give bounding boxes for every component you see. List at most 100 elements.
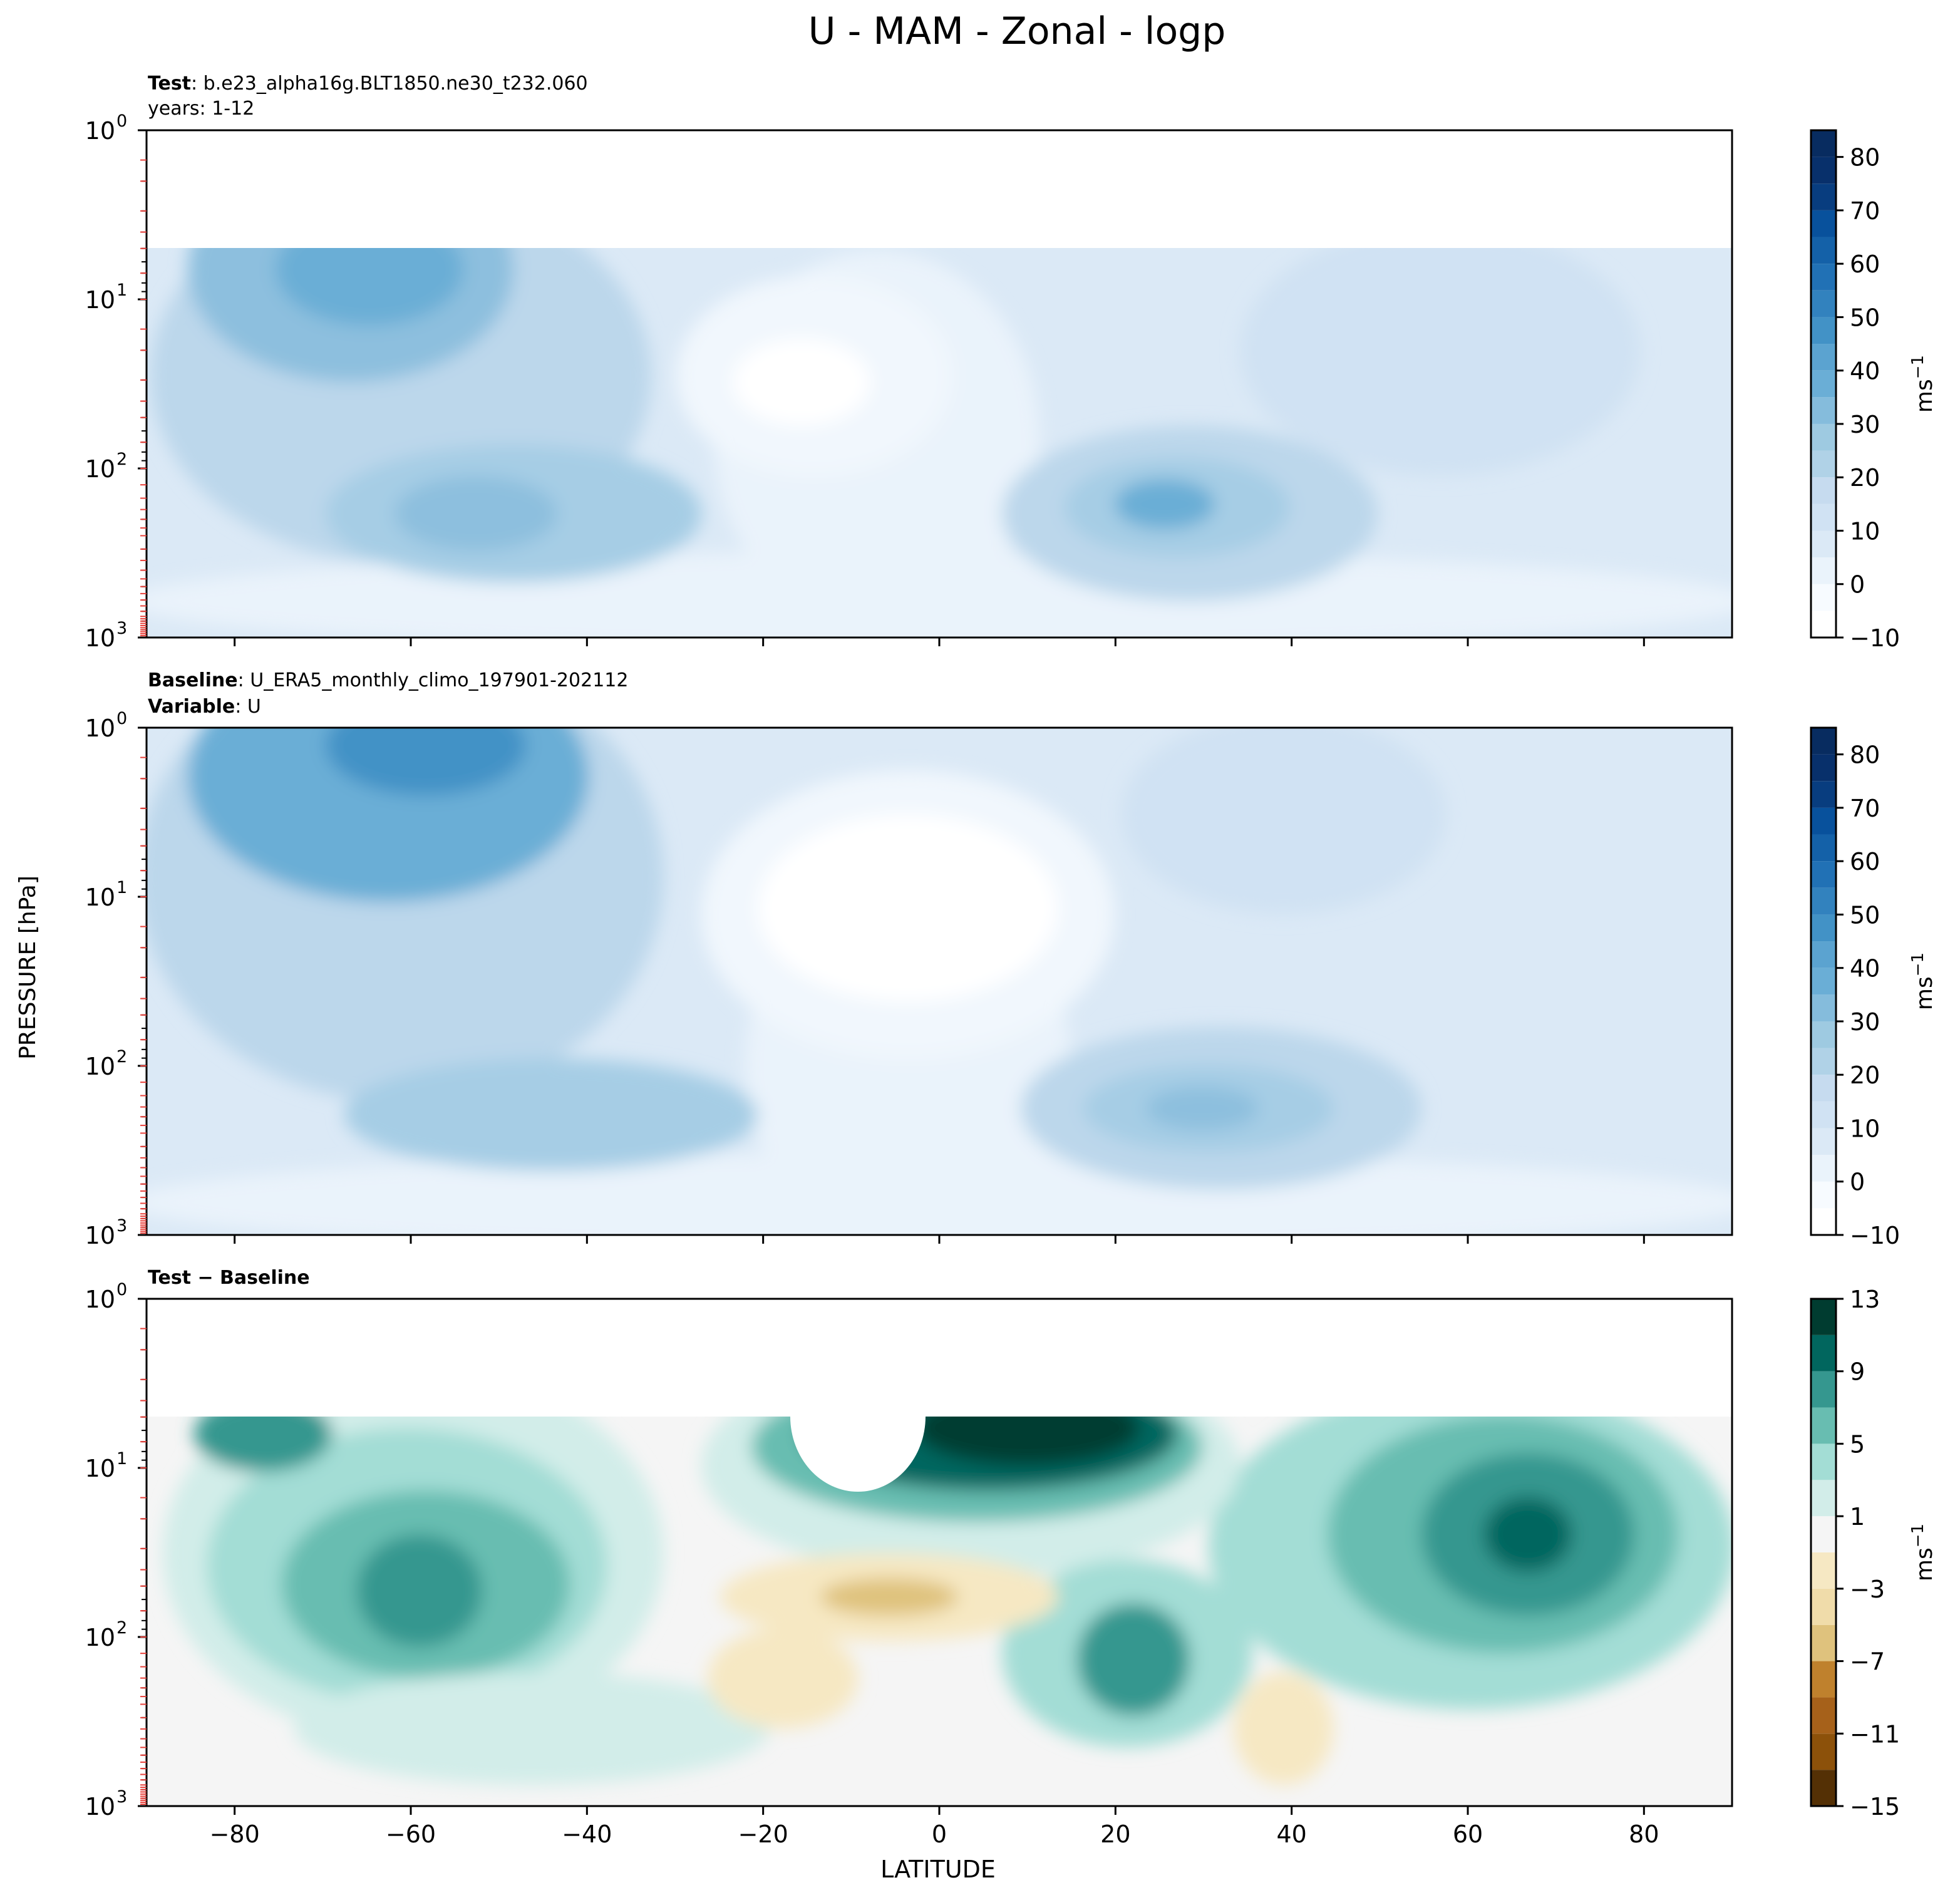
colorbar-segment <box>1811 157 1836 184</box>
x-tick-label: 0 <box>932 1820 947 1848</box>
x-tick-label: 60 <box>1453 1820 1483 1848</box>
contour-sh-low-band <box>294 1672 770 1785</box>
colorbar-tick-label: 0 <box>1850 571 1865 599</box>
x-tick-label: 40 <box>1276 1820 1306 1848</box>
colorbar-segment <box>1811 611 1836 638</box>
contour-nh-strat <box>1240 225 1641 476</box>
y-tick-label: 10 <box>85 455 115 483</box>
colorbar-frame <box>1810 726 1837 1236</box>
colorbar-segment <box>1811 1181 1836 1209</box>
contour-nh-strat <box>1121 728 1447 914</box>
colorbar-segment <box>1811 1697 1836 1734</box>
colorbar-segment <box>1811 503 1836 531</box>
colorbar-tick-label: 50 <box>1850 901 1880 929</box>
colorbar-segment <box>1811 450 1836 478</box>
colorbar-tick-label: 60 <box>1850 848 1880 875</box>
panel-test: Test: b.e23_alpha16g.BLT1850.ne30_t232.0… <box>85 73 1937 652</box>
colorbar-segment <box>1811 344 1836 371</box>
contour-tropical-neg-core <box>820 1578 958 1616</box>
colorbar-segment <box>1811 834 1836 862</box>
colorbar-segment <box>1811 237 1836 264</box>
figure-title: U - MAM - Zonal - logp <box>808 9 1226 53</box>
panel-baseline-caption-line1: Baseline: U_ERA5_monthly_climo_197901-20… <box>148 669 628 691</box>
y-tick-label: 10 <box>85 286 115 314</box>
y-tick-exponent: 1 <box>116 281 127 300</box>
x-ticks <box>234 638 1645 646</box>
colorbar: 80 70 60 50 40 30 20 10 0 −10 ms−1 <box>1810 129 1937 652</box>
colorbar-segment <box>1811 370 1836 398</box>
contour-nh-trop-core <box>1115 479 1215 529</box>
y-tick-exponent: 3 <box>116 1787 127 1807</box>
y-tick-label: 10 <box>85 1053 115 1080</box>
colorbar-segment <box>1811 1208 1836 1235</box>
contour-nh-low-neg <box>1234 1672 1334 1785</box>
contour-subtropical-neg <box>708 1628 858 1728</box>
colorbar-tick-label: 5 <box>1850 1430 1865 1458</box>
colorbar: 13 9 5 1 −3 −7 −11 −15 ms−1 <box>1810 1286 1937 1820</box>
contour-sh-trop-core <box>395 476 557 551</box>
colorbar-tick-label: 20 <box>1850 1061 1880 1089</box>
contour-sh-trop-jet <box>344 1058 758 1171</box>
colorbar-tick-label: 70 <box>1850 795 1880 822</box>
caption-bold: Test − Baseline <box>148 1267 310 1289</box>
x-tick-label: −80 <box>210 1820 260 1848</box>
colorbar-tick-label: −15 <box>1850 1793 1900 1820</box>
colorbar-segment <box>1811 1733 1836 1770</box>
colorbar-segment <box>1811 1624 1836 1661</box>
caption-bold: Baseline <box>148 669 238 691</box>
colorbar-segment <box>1811 1371 1836 1408</box>
missing-data-band <box>147 130 1732 248</box>
colorbar-unit: ms−1 <box>1909 1524 1937 1581</box>
colorbar-tick-label: 40 <box>1850 358 1880 385</box>
colorbar-segment <box>1811 914 1836 942</box>
panel-baseline-caption-line2: Variable: U <box>148 696 261 718</box>
contour-nh-trop-core <box>1146 1087 1259 1130</box>
x-tick-label: 20 <box>1100 1820 1130 1848</box>
colorbar-segment <box>1811 423 1836 451</box>
y-axis-label: PRESSURE [hPa] <box>15 875 41 1060</box>
contour-field-test <box>147 130 1732 638</box>
x-tick-label: −20 <box>738 1820 788 1848</box>
panel-baseline: Baseline: U_ERA5_monthly_climo_197901-20… <box>85 669 1937 1249</box>
y-tick-exponent: 2 <box>116 1618 127 1638</box>
colorbar-segment <box>1811 1480 1836 1517</box>
y-tick-label: 10 <box>85 715 115 742</box>
colorbar-frame <box>1810 1298 1837 1807</box>
y-tick-exponent: 3 <box>116 619 127 638</box>
missing-data-band <box>147 1299 1732 1417</box>
colorbar-tick-label: 40 <box>1850 955 1880 983</box>
colorbar-tick-label: 50 <box>1850 304 1880 331</box>
colorbar-segment <box>1811 1516 1836 1552</box>
colorbar-segment <box>1811 861 1836 888</box>
colorbar-tick-label: 20 <box>1850 464 1880 492</box>
y-tick-label: 10 <box>85 884 115 911</box>
colorbar-segment <box>1811 1155 1836 1182</box>
x-ticks: −80 −60 −40 −20 0 20 40 60 80 <box>210 1806 1659 1848</box>
y-tick-exponent: 1 <box>116 878 127 897</box>
colorbar-tick-label: 10 <box>1850 517 1880 545</box>
contour-field-difference <box>147 1299 1732 1806</box>
colorbar-segment <box>1811 1335 1836 1371</box>
contour-nh-trop-pos-2 <box>1077 1603 1190 1716</box>
colorbar-segment <box>1811 728 1836 755</box>
colorbar-tick-label: −10 <box>1850 624 1900 652</box>
y-tick-exponent: 2 <box>116 1047 127 1066</box>
y-tick-label: 10 <box>85 1455 115 1482</box>
x-tick-label: 80 <box>1629 1820 1659 1848</box>
colorbar-segment <box>1811 183 1836 210</box>
panel-test-caption-line1: Test: b.e23_alpha16g.BLT1850.ne30_t232.0… <box>148 73 588 95</box>
colorbar-tick-label: 9 <box>1850 1358 1865 1386</box>
colorbar-tick-label: 0 <box>1850 1169 1865 1196</box>
colorbar-tick-label: 13 <box>1850 1286 1880 1313</box>
colorbar-segment <box>1811 968 1836 995</box>
colorbar-unit: ms−1 <box>1909 953 1937 1010</box>
colorbar-segment <box>1811 290 1836 318</box>
contour-tropical-min-core <box>733 338 870 426</box>
colorbar: 80 70 60 50 40 30 20 10 0 −10 ms−1 <box>1810 726 1937 1249</box>
y-tick-exponent: 2 <box>116 450 127 469</box>
colorbar-frame <box>1810 129 1837 639</box>
colorbar-tick-label: −10 <box>1850 1222 1900 1249</box>
